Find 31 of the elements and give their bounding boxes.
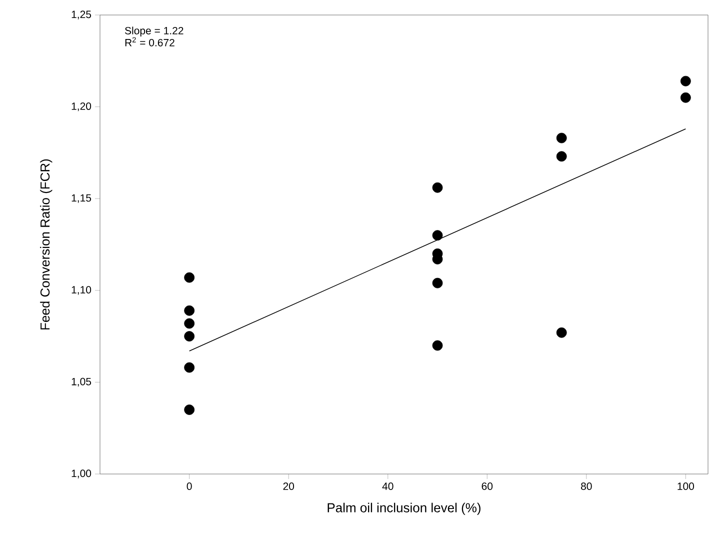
point (184, 331, 195, 342)
y-tick-label: 1,15 (72, 194, 92, 203)
x-tick-label: 80 (581, 482, 592, 490)
x-tick-label: 0 (186, 482, 192, 490)
point (184, 318, 195, 329)
y-tick-label: 1,05 (72, 378, 92, 387)
y-tick-label: 1,10 (72, 286, 92, 295)
x-tick-label: 20 (283, 482, 294, 490)
y-tick-label: 1,00 (72, 470, 92, 478)
point (184, 404, 195, 415)
point (556, 132, 567, 144)
point (556, 327, 567, 338)
point (432, 230, 443, 241)
y-tick-label: 1,25 (72, 10, 92, 20)
point (432, 182, 443, 193)
point (184, 362, 195, 373)
point (680, 92, 691, 103)
x-tick-label: 100 (678, 482, 694, 490)
point (680, 76, 691, 86)
y-axis-title: Feed Conversion Ratio (FCR) (40, 159, 52, 330)
x-tick-label: 60 (482, 482, 493, 490)
point (184, 305, 195, 316)
point (184, 272, 195, 283)
y-tick-label: 1,20 (72, 102, 92, 112)
point (556, 151, 567, 162)
x-tick-label: 40 (382, 482, 394, 490)
annotation: Slope = 1.22 (125, 26, 184, 36)
x-axis-title: Palm oil inclusion level (%) (328, 502, 480, 515)
point (432, 340, 443, 351)
point (432, 278, 443, 288)
annotation: R$^{2}$ = 0.672 (125, 37, 174, 46)
